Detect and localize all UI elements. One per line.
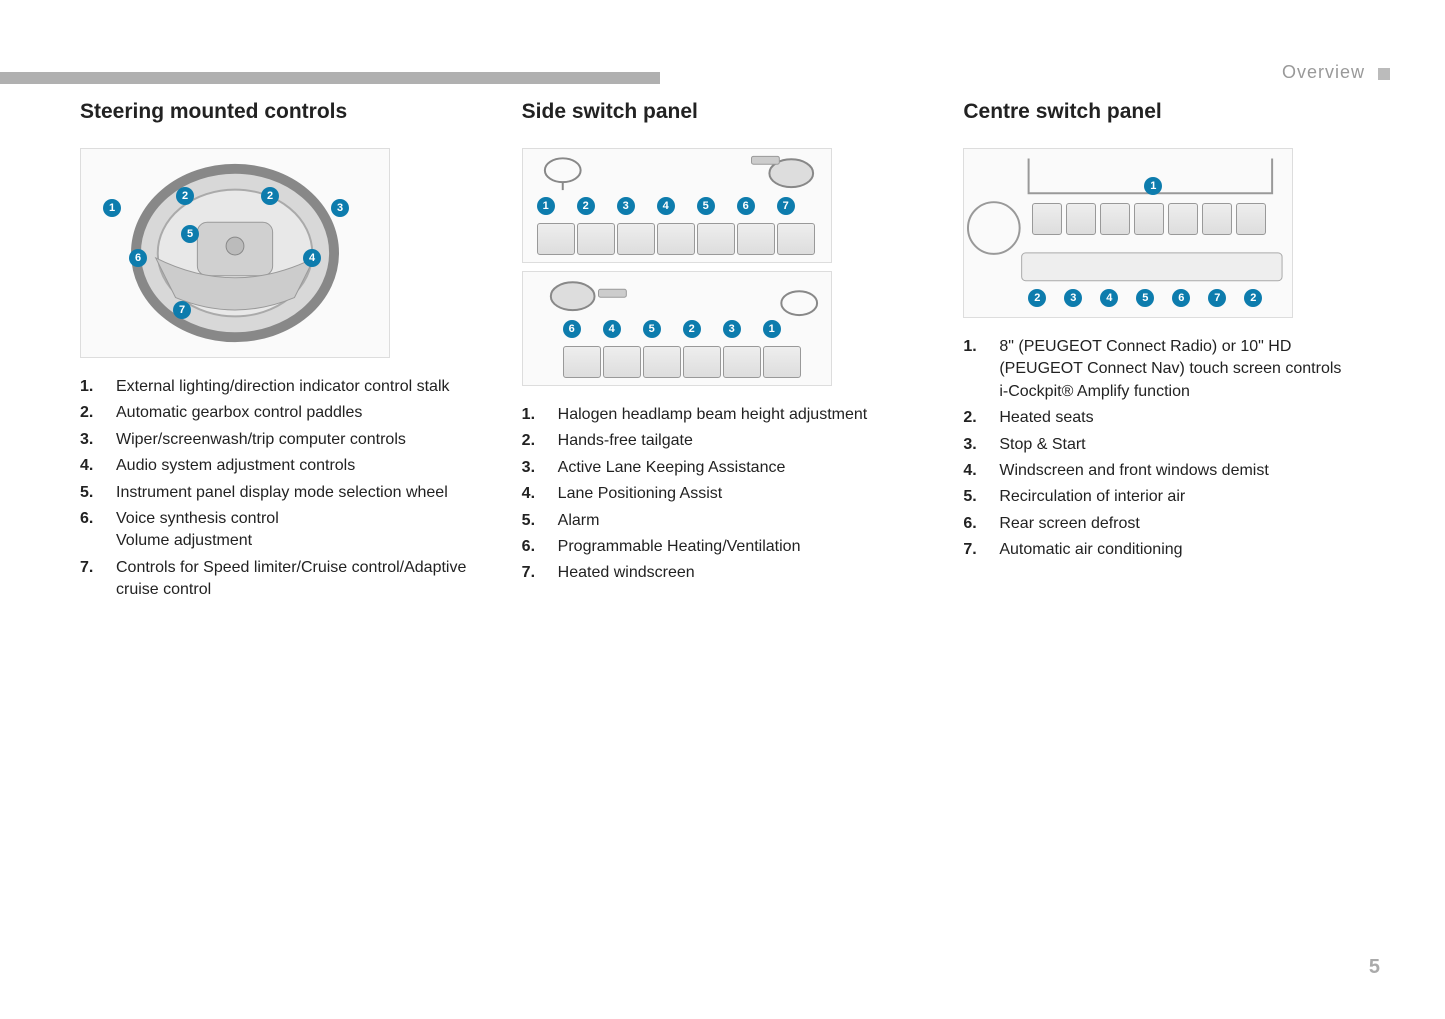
list-item: Heated windscreen: [522, 562, 924, 584]
list-item: Windscreen and front windows demist: [963, 460, 1365, 482]
marker-icon: 3: [1064, 289, 1082, 307]
marker-icon: 3: [723, 320, 741, 338]
marker-icon: 3: [331, 199, 349, 217]
list-item: Instrument panel display mode selection …: [80, 482, 482, 504]
list-item: Voice synthesis controlVolume adjustment: [80, 508, 482, 553]
header-accent-bar: [0, 72, 660, 84]
col2-title: Side switch panel: [522, 100, 924, 124]
list-item: Rear screen defrost: [963, 513, 1365, 535]
marker-icon: 4: [1100, 289, 1118, 307]
list-item: Automatic air conditioning: [963, 539, 1365, 561]
col3-title: Centre switch panel: [963, 100, 1365, 124]
list-item: External lighting/direction indicator co…: [80, 376, 482, 398]
list-item: Recirculation of interior air: [963, 486, 1365, 508]
marker-icon: 2: [261, 187, 279, 205]
list-item: Wiper/screenwash/trip computer controls: [80, 429, 482, 451]
col-side-panel: Side switch panel 1 2 3 4 5 6 7 6 4 5 2 3 1: [522, 100, 924, 606]
marker-icon: 5: [1136, 289, 1154, 307]
marker-icon: 6: [1172, 289, 1190, 307]
list-item: Hands-free tailgate: [522, 430, 924, 452]
marker-icon: 7: [1208, 289, 1226, 307]
marker-icon: 5: [181, 225, 199, 243]
marker-icon: 6: [737, 197, 755, 215]
steering-wheel-illustration: 1 2 2 3 4 5 6 7: [80, 148, 390, 358]
side-panel-bottom-illustration: 6 4 5 2 3 1: [522, 271, 832, 386]
list-item: Audio system adjustment controls: [80, 455, 482, 477]
marker-icon: 4: [303, 249, 321, 267]
marker-icon: 7: [173, 301, 191, 319]
list-item: Active Lane Keeping Assistance: [522, 457, 924, 479]
list-item: Lane Positioning Assist: [522, 483, 924, 505]
col2-list: Halogen headlamp beam height adjustment …: [522, 404, 924, 585]
list-item: Alarm: [522, 510, 924, 532]
marker-icon: 7: [777, 197, 795, 215]
list-item: Stop & Start: [963, 434, 1365, 456]
list-item: Heated seats: [963, 407, 1365, 429]
marker-icon: 2: [683, 320, 701, 338]
marker-icon: 2: [1028, 289, 1046, 307]
centre-panel-illustration: 1 2345672: [963, 148, 1293, 318]
marker-icon: 2: [176, 187, 194, 205]
marker-icon: 2: [577, 197, 595, 215]
content-columns: Steering mounted controls 12234567 Exter…: [80, 100, 1365, 606]
marker-icon: 6: [563, 320, 581, 338]
marker-icon: 4: [603, 320, 621, 338]
col-centre-panel: Centre switch panel 1 2345672 8" (PEUGEO…: [963, 100, 1365, 606]
list-item: Controls for Speed limiter/Cruise contro…: [80, 557, 482, 602]
col1-title: Steering mounted controls: [80, 100, 482, 124]
marker-icon: 4: [657, 197, 675, 215]
marker-icon: 6: [129, 249, 147, 267]
col-steering: Steering mounted controls 1 2 2 3 4 5 6 7 Exter…: [80, 100, 482, 606]
list-item: 8" (PEUGEOT Connect Radio) or 10" HD (PE…: [963, 336, 1365, 403]
steering-wheel-svg: [81, 149, 389, 357]
list-item: Automatic gearbox control paddles: [80, 402, 482, 424]
header-square-icon: [1378, 68, 1390, 80]
side-panel-top-illustration: 1 2 3 4 5 6 7: [522, 148, 832, 263]
list-item: Halogen headlamp beam height adjustment: [522, 404, 924, 426]
marker-icon: 5: [643, 320, 661, 338]
col3-list: 8" (PEUGEOT Connect Radio) or 10" HD (PE…: [963, 336, 1365, 562]
page-number: 5: [1369, 956, 1380, 979]
marker-icon: 1: [103, 199, 121, 217]
col1-list: External lighting/direction indicator co…: [80, 376, 482, 602]
marker-icon: 5: [697, 197, 715, 215]
marker-icon: 1: [537, 197, 555, 215]
marker-icon: 3: [617, 197, 635, 215]
marker-icon: 2: [1244, 289, 1262, 307]
list-item: Programmable Heating/Ventilation: [522, 536, 924, 558]
section-label: Overview: [1282, 62, 1365, 83]
marker-icon: 1: [763, 320, 781, 338]
